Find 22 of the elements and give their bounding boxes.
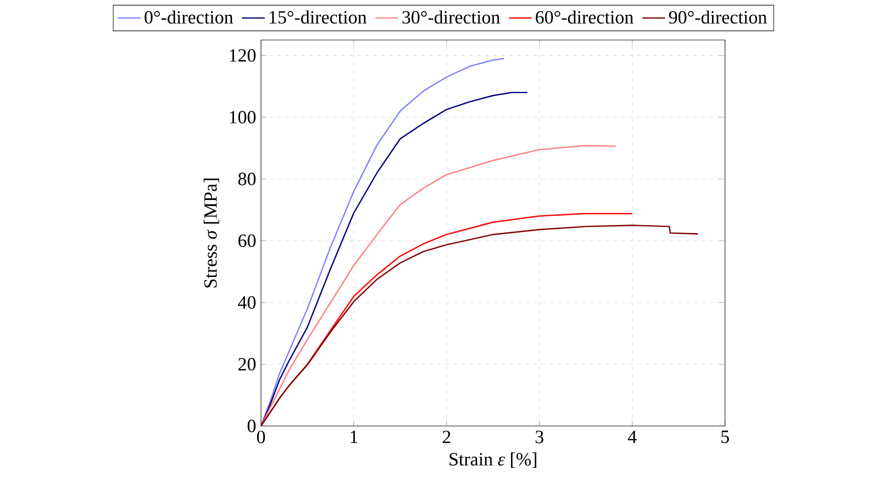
line-series: [261, 224, 699, 426]
legend-label: 60°-direction: [536, 10, 634, 24]
x-axis-title: Strain ε [%]: [450, 452, 536, 468]
legend-label: 0°-direction: [144, 10, 234, 24]
y-tick-label: 60: [238, 234, 256, 248]
legend-label: 15°-direction: [270, 10, 367, 24]
y-tick-label: 80: [238, 172, 256, 186]
y-tick-label: 120: [230, 49, 256, 62]
y-tick-label: 100: [230, 110, 256, 124]
y-tick-label: 40: [238, 296, 256, 309]
y-tick-label: 20: [238, 358, 256, 371]
legend-label: 30°-direction: [402, 10, 500, 24]
x-tick-label: 5: [721, 430, 729, 444]
legend-label: 90°-direction: [669, 10, 767, 24]
line-series: [261, 92, 528, 426]
x-tick-label: 1: [350, 430, 358, 444]
x-tick-label: 3: [536, 430, 544, 444]
y-tick-label: 0: [248, 420, 256, 432]
x-tick-label: 0: [257, 430, 265, 444]
y-axis-title: Stress σ [MPa]: [204, 178, 220, 288]
x-tick-label: 4: [628, 430, 637, 443]
x-tick-label: 2: [442, 430, 450, 444]
